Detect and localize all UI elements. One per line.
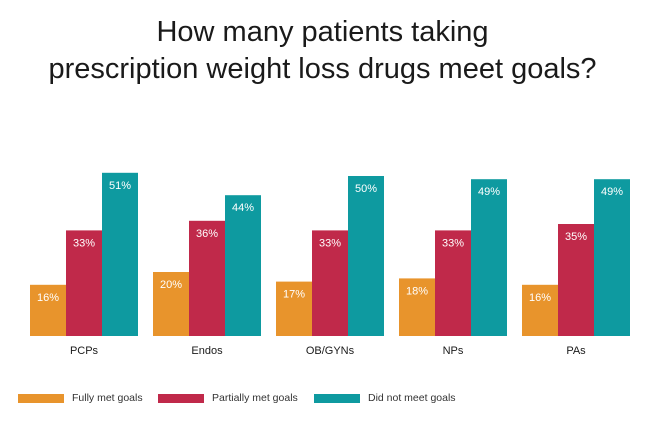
x-tick-label-pcps: PCPs — [70, 345, 99, 357]
bar-pas-partially-met-goals — [558, 224, 594, 336]
data-label-endos-did-not-meet-goals: 44% — [232, 202, 254, 214]
bar-nps-did-not-meet-goals — [471, 179, 507, 336]
data-label-endos-fully-met-goals: 20% — [160, 279, 182, 291]
legend-swatch-did-not-meet — [314, 393, 360, 403]
legend-swatch-partially-met — [158, 393, 204, 403]
data-label-ob-gyns-did-not-meet-goals: 50% — [355, 183, 377, 195]
x-tick-label-pas: PAs — [566, 345, 586, 357]
data-label-pcps-partially-met-goals: 33% — [73, 237, 95, 249]
bar-ob-gyns-partially-met-goals — [312, 230, 348, 336]
legend-item-did-not-meet: Did not meet goals — [314, 388, 456, 408]
bar-pcps-did-not-meet-goals — [102, 172, 138, 336]
bar-ob-gyns-did-not-meet-goals — [348, 176, 384, 336]
data-label-pas-did-not-meet-goals: 49% — [601, 186, 623, 198]
bar-pas-did-not-meet-goals — [594, 179, 630, 336]
legend-label-did-not-meet: Did not meet goals — [368, 392, 456, 404]
chart-title-line-1: How many patients taking — [156, 16, 489, 48]
data-label-pas-partially-met-goals: 35% — [565, 231, 587, 243]
data-label-nps-did-not-meet-goals: 49% — [478, 186, 500, 198]
data-label-pcps-fully-met-goals: 16% — [37, 292, 59, 304]
bar-nps-partially-met-goals — [435, 230, 471, 336]
data-label-ob-gyns-fully-met-goals: 17% — [283, 289, 305, 301]
bar-endos-did-not-meet-goals — [225, 195, 261, 336]
bar-endos-fully-met-goals — [153, 272, 189, 336]
x-tick-label-endos: Endos — [191, 345, 223, 357]
legend-label-partially-met: Partially met goals — [212, 392, 298, 404]
data-label-nps-partially-met-goals: 33% — [442, 237, 464, 249]
bar-ob-gyns-fully-met-goals — [276, 281, 312, 336]
bar-endos-partially-met-goals — [189, 220, 225, 336]
x-tick-label-nps: NPs — [443, 345, 464, 357]
data-label-nps-fully-met-goals: 18% — [406, 285, 428, 297]
data-label-pcps-did-not-meet-goals: 51% — [109, 180, 131, 192]
legend-label-fully-met: Fully met goals — [72, 392, 143, 404]
bar-pas-fully-met-goals — [522, 284, 558, 336]
bar-nps-fully-met-goals — [399, 278, 435, 336]
legend-swatch-fully-met — [18, 393, 64, 403]
data-label-endos-partially-met-goals: 36% — [196, 228, 218, 240]
x-tick-label-ob-gyns: OB/GYNs — [306, 345, 355, 357]
data-label-ob-gyns-partially-met-goals: 33% — [319, 237, 341, 249]
bar-pcps-partially-met-goals — [66, 230, 102, 336]
chart-title: How many patients taking prescription we… — [0, 14, 645, 88]
data-label-pas-fully-met-goals: 16% — [529, 292, 551, 304]
legend-item-partially-met: Partially met goals — [158, 388, 298, 408]
bar-pcps-fully-met-goals — [30, 284, 66, 336]
chart-title-line-2: prescription weight loss drugs meet goal… — [48, 53, 597, 85]
legend-item-fully-met: Fully met goals — [18, 388, 143, 408]
legend: Fully met goals Partially met goals Did … — [0, 388, 645, 408]
